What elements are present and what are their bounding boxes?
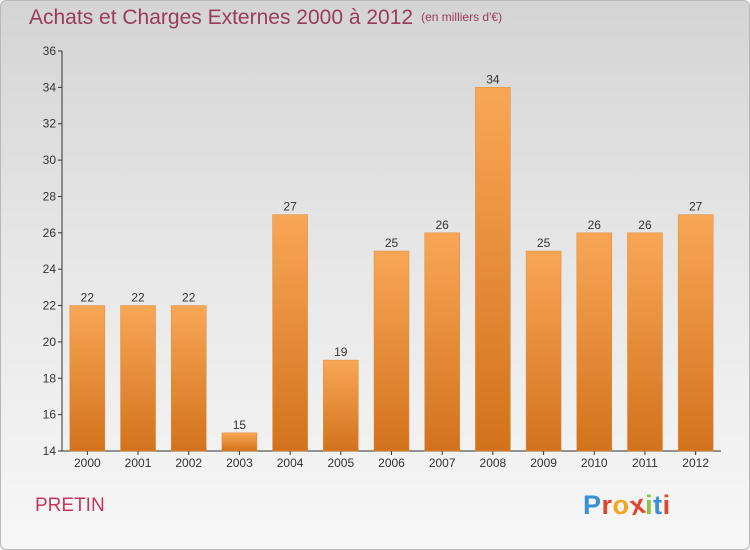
y-tick-label: 16 xyxy=(43,408,57,422)
x-tick-label-2001: 2001 xyxy=(125,456,152,470)
logo-letter: t xyxy=(653,490,663,520)
bar-2004 xyxy=(272,214,308,452)
x-tick-label-2007: 2007 xyxy=(429,456,456,470)
bar-2003 xyxy=(221,432,258,452)
y-tick-label: 26 xyxy=(43,226,57,240)
data-label-2005: 19 xyxy=(334,345,348,359)
logo-letter: o xyxy=(612,490,630,520)
proxiti-logo: Proxiti xyxy=(583,489,671,522)
logo-letter: i xyxy=(662,490,671,520)
y-tick-label: 32 xyxy=(43,117,57,131)
y-tick-label: 24 xyxy=(43,262,57,276)
data-label-2001: 22 xyxy=(131,291,145,305)
x-tick-label-2009: 2009 xyxy=(530,456,557,470)
logo-letter: P xyxy=(583,490,602,520)
bar-2000 xyxy=(69,305,106,452)
logo-letter: i xyxy=(645,490,654,520)
chart-subtitle: (en milliers d'€) xyxy=(421,10,503,24)
data-label-2004: 27 xyxy=(283,200,297,214)
y-tick-label: 34 xyxy=(43,80,57,94)
bar-2012 xyxy=(677,214,714,452)
data-label-2012: 27 xyxy=(689,200,703,214)
bar-2006 xyxy=(373,250,410,452)
x-tick-label-2002: 2002 xyxy=(175,456,202,470)
x-tick-label-2010: 2010 xyxy=(581,456,608,470)
chart-title-text: Achats et Charges Externes 2000 à 2012 xyxy=(29,6,414,29)
data-label-2006: 25 xyxy=(385,236,399,250)
bar-2001 xyxy=(120,305,156,452)
bar-2005 xyxy=(323,359,359,452)
data-label-2003: 15 xyxy=(233,418,247,432)
y-tick-label: 22 xyxy=(43,299,57,313)
y-tick-label: 30 xyxy=(43,153,57,167)
x-tick-label-2003: 2003 xyxy=(226,456,253,470)
y-tick-label: 20 xyxy=(43,335,57,349)
commune-name: PRETIN xyxy=(35,495,105,516)
data-label-2007: 26 xyxy=(436,218,450,232)
data-label-2011: 26 xyxy=(638,218,652,232)
x-tick-label-2005: 2005 xyxy=(327,456,354,470)
x-tick-label-2011: 2011 xyxy=(632,456,658,470)
y-tick-label: 14 xyxy=(43,444,57,458)
x-tick-label-2004: 2004 xyxy=(277,456,304,470)
chart-labels: 22 2000 22 2001 22 2002 15 2003 27 2004 19 2005 25 20… xyxy=(74,72,709,470)
bar-2009 xyxy=(525,250,562,452)
y-tick-label: 28 xyxy=(43,189,57,203)
data-label-2002: 22 xyxy=(182,291,196,305)
data-label-2009: 25 xyxy=(537,236,551,250)
y-tick-label: 36 xyxy=(43,44,57,58)
x-tick-label-2006: 2006 xyxy=(378,456,405,470)
bar-2002 xyxy=(170,305,207,452)
data-label-2000: 22 xyxy=(81,291,95,305)
bar-2007 xyxy=(424,232,460,452)
bar-2008 xyxy=(475,87,511,452)
chart-bars xyxy=(69,87,714,452)
bar-2010 xyxy=(576,232,613,452)
logo-letter: r xyxy=(601,490,613,520)
x-tick-label-2008: 2008 xyxy=(480,456,507,470)
bar-2011 xyxy=(627,232,663,452)
data-label-2008: 34 xyxy=(486,72,500,86)
data-label-2010: 26 xyxy=(588,218,602,232)
x-tick-label-2000: 2000 xyxy=(74,456,101,470)
x-tick-label-2012: 2012 xyxy=(682,456,709,470)
chart-title: Achats et Charges Externes 2000 à 2012 (e… xyxy=(29,6,502,30)
y-tick-label: 18 xyxy=(43,371,57,385)
